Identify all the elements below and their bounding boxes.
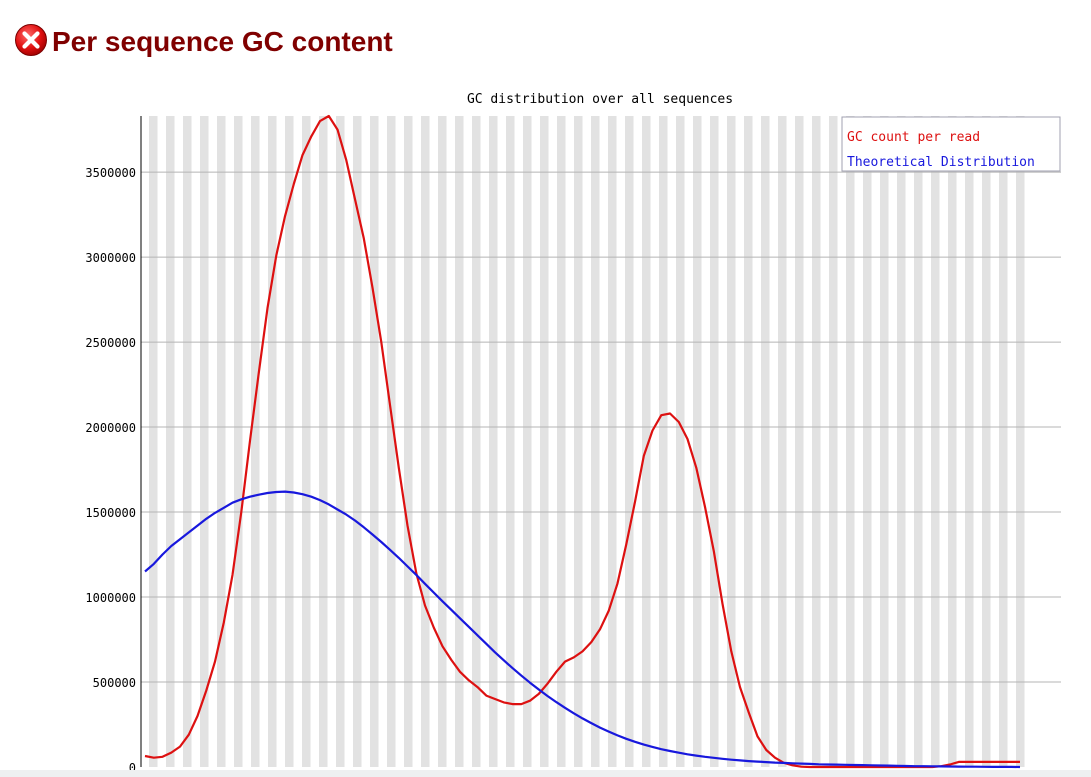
background-stripe [863,116,872,767]
legend-entry: Theoretical Distribution [847,155,1035,170]
background-stripe [642,116,651,767]
background-stripe [523,116,532,767]
background-stripe [387,116,396,767]
background-stripe [200,116,209,767]
background-stripe [710,116,719,767]
page-title: Per sequence GC content [52,26,393,57]
y-tick-label: 1500000 [85,506,136,520]
series-lines [144,114,1021,769]
background-stripe [829,116,838,767]
section-header: Per sequence GC content [14,22,393,62]
y-tick-label: 0 [129,761,136,775]
background-stripe [234,116,243,767]
background-stripe [982,116,991,767]
background-stripe [897,116,906,767]
background-stripe [370,116,379,767]
background-stripe [761,116,770,767]
chart-background-stripes [149,116,1025,767]
y-tick-label: 500000 [93,676,136,690]
background-stripe [812,116,821,767]
background-stripe [557,116,566,767]
background-stripe [506,116,515,767]
background-stripe [591,116,600,767]
background-stripe [166,116,175,767]
series-line-0 [144,114,1020,769]
background-stripe [625,116,634,767]
background-stripe [676,116,685,767]
background-stripe [217,116,226,767]
background-stripe [693,116,702,767]
background-stripe [455,116,464,767]
background-stripe [778,116,787,767]
background-stripe [948,116,957,767]
y-tick-label: 3000000 [85,251,136,265]
y-axis: 0 500000 1000000 1500000 2000000 2500000 30000… [85,116,142,775]
bottom-scroll-strip [0,770,1091,777]
background-stripe [846,116,855,767]
y-tick-label: 1000000 [85,591,136,605]
background-stripe [251,116,260,767]
background-stripe [540,116,549,767]
background-stripe [574,116,583,767]
y-tick-label: 3500000 [85,166,136,180]
background-stripe [659,116,668,767]
legend-entry: GC count per read [847,130,980,145]
background-stripe [965,116,974,767]
background-stripe [727,116,736,767]
y-tick-label: 2000000 [85,421,136,435]
background-stripe [999,116,1008,767]
background-stripe [421,116,430,767]
background-stripe [336,116,345,767]
background-stripe [438,116,447,767]
background-stripe [744,116,753,767]
background-stripe [914,116,923,767]
series-line-1 [144,490,1021,769]
background-stripe [489,116,498,767]
background-stripe [353,116,362,767]
background-stripe [149,116,158,767]
background-stripe [404,116,413,767]
y-tick-label: 2500000 [85,336,136,350]
error-icon [15,24,47,56]
background-stripe [319,116,328,767]
background-stripe [183,116,192,767]
background-stripe [285,116,294,767]
background-stripe [795,116,804,767]
chart-title: GC distribution over all sequences [467,92,733,107]
background-stripe [302,116,311,767]
legend-box [841,116,1061,172]
background-stripe [608,116,617,767]
background-stripe [931,116,940,767]
chart-gridlines [141,171,1061,683]
background-stripe [268,116,277,767]
background-stripe [1016,116,1025,767]
background-stripe [880,116,889,767]
chart-legend: GC count per read Theoretical Distributio… [841,116,1061,172]
background-stripe [472,116,481,767]
